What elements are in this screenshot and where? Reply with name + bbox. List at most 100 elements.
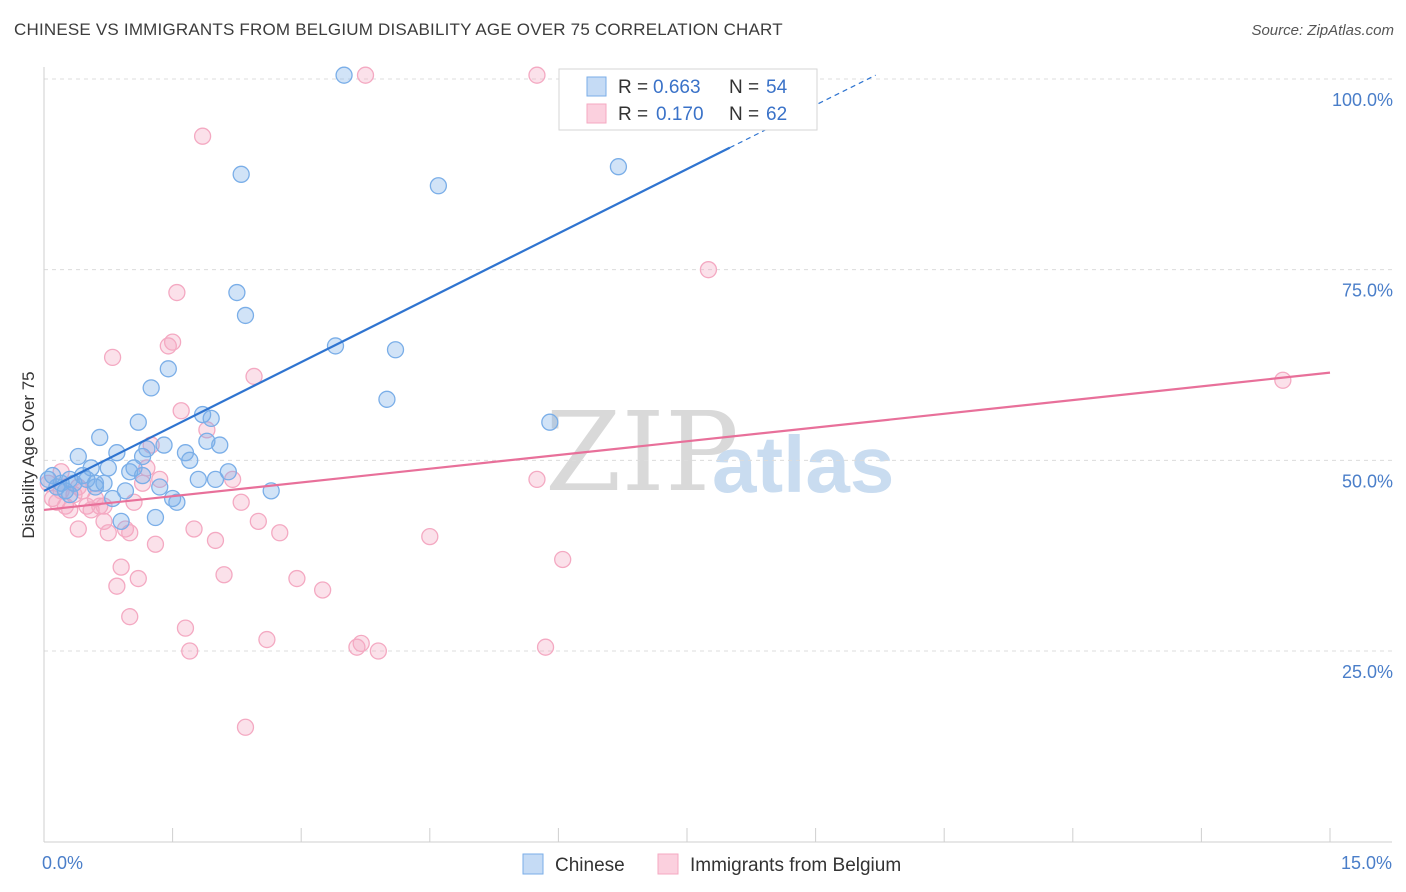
bottom-legend-label-belgium: Immigrants from Belgium xyxy=(690,855,901,876)
chinese-trend-line xyxy=(43,146,731,492)
belgium-point xyxy=(69,520,87,538)
legend-n-label-belgium: N = xyxy=(729,104,759,125)
chart-title: CHINESE VS IMMIGRANTS FROM BELGIUM DISAB… xyxy=(14,20,783,39)
bottom-legend-swatch-chinese xyxy=(522,853,544,875)
series-legend: Chinese Immigrants from Belgium xyxy=(522,853,901,876)
legend-r-value-chinese: 0.663 xyxy=(653,77,701,98)
belgium-point xyxy=(61,501,79,519)
belgium-point xyxy=(176,619,195,637)
watermark-zip: ZIP xyxy=(545,388,739,516)
legend-swatch-belgium xyxy=(586,103,607,124)
legend-r-label-belgium: R = xyxy=(618,104,648,125)
chinese-point xyxy=(133,466,152,485)
chinese-point xyxy=(335,66,353,84)
belgium-point xyxy=(699,261,718,279)
belgium-point xyxy=(121,608,139,626)
legend-n-label-chinese: N = xyxy=(729,77,759,98)
belgium-points xyxy=(39,66,1292,736)
belgium-point xyxy=(232,493,250,511)
chinese-point xyxy=(61,470,79,489)
belgium-point xyxy=(168,283,186,302)
legend-r-value-belgium: 0.170 xyxy=(656,104,704,125)
chinese-point xyxy=(541,413,559,431)
belgium-point xyxy=(146,535,165,553)
belgium-point xyxy=(352,634,370,653)
axes xyxy=(43,67,1392,843)
belgium-point xyxy=(554,550,572,569)
belgium-point xyxy=(236,718,255,736)
y-tick-label: 25.0% xyxy=(1342,662,1393,682)
chinese-point xyxy=(129,413,147,431)
chinese-point xyxy=(189,470,207,489)
belgium-point xyxy=(369,642,388,660)
legend-r-label-chinese: R = xyxy=(618,77,648,98)
chinese-point xyxy=(206,470,225,489)
belgium-point xyxy=(193,127,212,145)
belgium-point xyxy=(112,558,130,576)
chinese-point xyxy=(168,493,186,511)
y-tick-label: 50.0% xyxy=(1342,471,1393,491)
legend-n-value-chinese: 54 xyxy=(766,77,788,98)
chinese-point xyxy=(181,451,199,469)
chinese-point xyxy=(138,440,156,458)
chinese-point xyxy=(378,390,396,408)
belgium-point xyxy=(536,638,555,656)
chinese-point xyxy=(116,482,135,500)
belgium-point xyxy=(129,569,147,588)
bottom-legend-label-chinese: Chinese xyxy=(555,855,625,876)
belgium-point xyxy=(356,66,375,84)
x-tick-label-min: 0.0% xyxy=(42,853,83,873)
belgium-point xyxy=(528,470,546,489)
y-tick-label: 100.0% xyxy=(1332,90,1393,110)
chinese-point xyxy=(69,447,87,466)
belgium-point xyxy=(103,348,122,367)
belgium-point xyxy=(172,402,190,420)
chinese-point xyxy=(429,177,448,195)
chinese-point xyxy=(232,165,250,183)
belgium-point xyxy=(121,524,139,542)
belgium-point xyxy=(215,566,233,584)
source-label: Source: ZipAtlas.com xyxy=(1251,22,1394,39)
chinese-points xyxy=(39,66,628,530)
belgium-point xyxy=(185,520,203,538)
belgium-point xyxy=(528,66,546,84)
chinese-point xyxy=(151,478,169,496)
bottom-legend-swatch-belgium xyxy=(657,853,679,875)
belgium-point xyxy=(108,577,126,595)
belgium-point xyxy=(271,524,289,542)
belgium-point xyxy=(181,642,199,660)
chinese-point xyxy=(228,283,246,302)
chinese-point xyxy=(219,463,237,481)
belgium-point xyxy=(313,581,332,599)
belgium-point xyxy=(288,569,306,588)
stats-legend: R = 0.663 N = 54 R = 0.170 N = 62 xyxy=(558,68,818,131)
chinese-point xyxy=(609,158,628,176)
belgium-point xyxy=(249,512,267,530)
y-tick-label: 75.0% xyxy=(1342,281,1393,301)
chinese-point xyxy=(202,409,220,428)
chinese-point xyxy=(159,360,177,378)
belgium-point xyxy=(1274,371,1292,389)
y-axis-label: Disability Age Over 75 xyxy=(19,371,38,538)
chinese-point xyxy=(91,428,109,447)
watermark-atlas: atlas xyxy=(712,420,894,509)
legend-n-value-belgium: 62 xyxy=(766,104,787,125)
belgium-point xyxy=(206,531,225,550)
chinese-point xyxy=(198,432,216,450)
chinese-point xyxy=(112,512,130,530)
chinese-point xyxy=(236,306,255,325)
chinese-point xyxy=(146,508,165,527)
belgium-point xyxy=(99,524,117,542)
belgium-point xyxy=(245,367,263,386)
x-tick-label-max: 15.0% xyxy=(1341,853,1392,873)
chinese-point xyxy=(86,474,105,492)
chinese-point xyxy=(386,341,405,359)
chinese-point xyxy=(155,436,173,454)
chinese-point xyxy=(86,478,105,496)
legend-swatch-chinese xyxy=(586,76,607,97)
belgium-trend-line xyxy=(43,371,1331,512)
chinese-point xyxy=(99,459,117,477)
chinese-point xyxy=(211,436,229,454)
belgium-point xyxy=(163,333,182,351)
